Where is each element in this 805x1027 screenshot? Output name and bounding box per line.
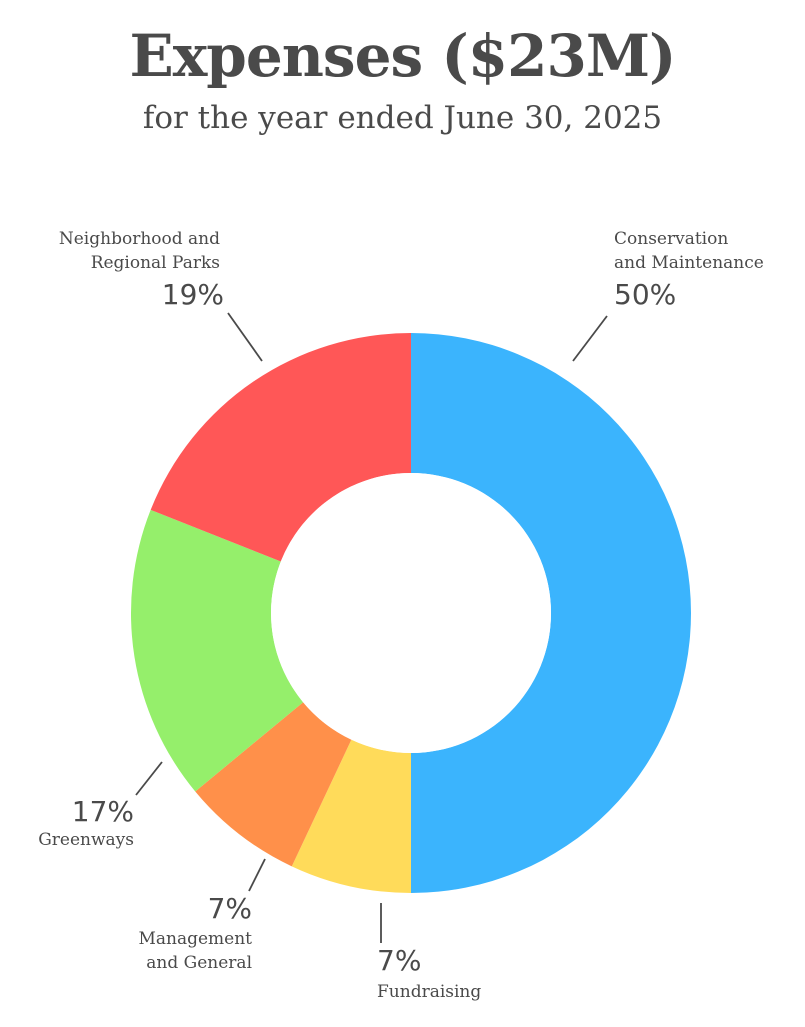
leader-line	[248, 858, 266, 892]
slice-label: Regional Parks	[91, 253, 220, 273]
donut-slice	[291, 739, 411, 893]
chart-title: Expenses ($23M)	[129, 22, 677, 90]
slice-label: and General	[146, 953, 252, 973]
slice-value-label: 19%	[162, 278, 224, 311]
donut-slice	[131, 509, 304, 792]
slice-label: and Maintenance	[614, 253, 764, 273]
slice-value-label: 7%	[208, 892, 252, 925]
slice-label: Greenways	[38, 830, 134, 850]
donut-slice	[150, 333, 411, 562]
leader-line	[227, 312, 263, 362]
chart-subtitle: for the year ended June 30, 2025	[142, 100, 663, 136]
slice-value-label: 17%	[72, 795, 134, 828]
slice-value-label: 7%	[377, 944, 421, 977]
slice-value-label: 50%	[614, 278, 676, 311]
donut-hole	[271, 473, 551, 753]
leader-line	[572, 315, 608, 362]
slice-label: Neighborhood and	[59, 229, 220, 249]
leader-line	[135, 761, 163, 796]
slice-label: Fundraising	[377, 982, 481, 1002]
slice-label: Conservation	[614, 229, 728, 249]
slice-label: Management	[138, 929, 252, 949]
donut-slice	[195, 702, 352, 867]
